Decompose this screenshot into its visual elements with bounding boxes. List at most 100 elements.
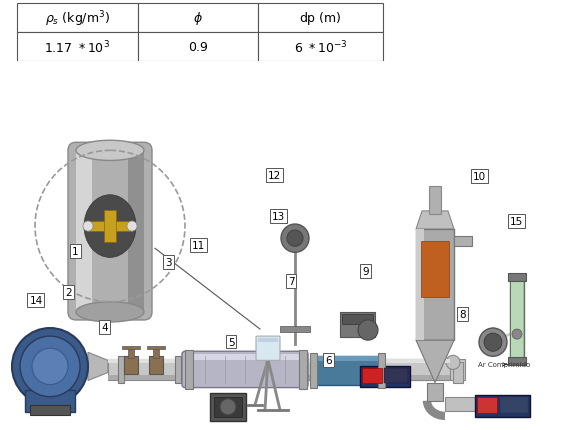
Bar [25,390,75,412]
Bar [147,347,165,350]
Text: $\phi$: $\phi$ [193,10,203,27]
Bar [30,405,70,415]
Bar [360,366,410,387]
FancyBboxPatch shape [256,336,280,360]
Bar [342,314,373,324]
Polygon shape [88,353,108,381]
Bar [185,354,305,360]
FancyBboxPatch shape [182,351,308,388]
Bar [475,395,530,417]
Text: 2: 2 [65,287,72,297]
Bar [313,356,381,362]
Circle shape [12,328,88,405]
Text: $6\ *10^{-3}$: $6\ *10^{-3}$ [293,40,347,56]
Text: 6: 6 [325,355,332,365]
Bar [138,33,258,62]
Bar [381,359,451,380]
Text: 11: 11 [192,240,206,250]
Ellipse shape [76,302,144,322]
Bar [124,356,138,375]
Circle shape [287,230,303,247]
Text: 7: 7 [288,276,295,286]
Circle shape [281,224,309,253]
Bar [508,357,526,366]
Bar [500,397,528,413]
Bar [149,356,163,375]
Bar [454,237,472,247]
Bar [453,362,463,383]
Bar [384,369,408,383]
Text: 4: 4 [101,322,108,332]
Bar [313,356,381,385]
Circle shape [83,221,93,232]
Text: 13: 13 [271,212,285,222]
Text: $0.9$: $0.9$ [187,41,208,54]
Text: 14: 14 [29,295,43,306]
Bar [258,4,383,33]
Bar [210,393,246,421]
Bar [258,33,383,62]
Bar [214,397,242,417]
Text: 10: 10 [473,171,486,181]
Bar [416,230,424,341]
Circle shape [220,399,236,415]
Circle shape [358,320,378,341]
Bar [511,280,523,359]
Text: 8: 8 [459,309,466,319]
Bar [175,356,181,383]
Circle shape [127,221,137,232]
Ellipse shape [76,141,144,161]
Text: Ar Comprimido: Ar Comprimido [478,362,530,368]
Circle shape [484,333,502,351]
Text: 1: 1 [72,247,79,257]
Bar [477,397,497,413]
Circle shape [512,329,522,339]
Circle shape [20,336,80,397]
Polygon shape [416,341,454,383]
Bar [421,242,449,297]
Bar [185,350,193,389]
Bar [427,383,443,401]
Bar [508,273,526,281]
Text: 5: 5 [228,337,235,347]
Circle shape [32,348,68,385]
Text: $\mathrm{dp\ (m)}$: $\mathrm{dp\ (m)}$ [299,10,342,27]
Bar [299,350,307,389]
Bar [510,279,524,359]
Polygon shape [416,212,454,230]
Bar [108,376,450,380]
Text: $1.17\ *10^3$: $1.17\ *10^3$ [45,40,110,56]
Text: 9: 9 [362,266,369,276]
Text: 3: 3 [165,258,172,268]
Bar [362,369,382,383]
Bar [17,33,138,62]
Bar [128,348,134,359]
Bar [104,210,116,243]
Bar [429,186,441,215]
Bar [108,359,450,363]
Bar [450,359,465,380]
Bar [310,353,317,388]
Bar [17,4,138,33]
Bar [258,338,278,342]
FancyBboxPatch shape [68,143,152,320]
Circle shape [479,328,507,356]
Bar [76,151,92,312]
Bar [378,353,385,388]
Bar [416,230,454,341]
Ellipse shape [84,195,136,258]
Bar [122,347,140,350]
Bar [118,356,124,383]
Bar [153,348,159,359]
Bar [138,4,258,33]
Bar [445,397,515,411]
Circle shape [446,356,460,369]
Bar [88,221,132,232]
Bar [108,359,450,380]
Bar [280,326,310,332]
Bar [128,151,144,312]
Bar [340,312,375,337]
Text: 15: 15 [510,217,524,227]
Text: $\rho_s\ \mathrm{(kg/m^3)}$: $\rho_s\ \mathrm{(kg/m^3)}$ [45,9,110,28]
Text: 12: 12 [267,170,281,180]
